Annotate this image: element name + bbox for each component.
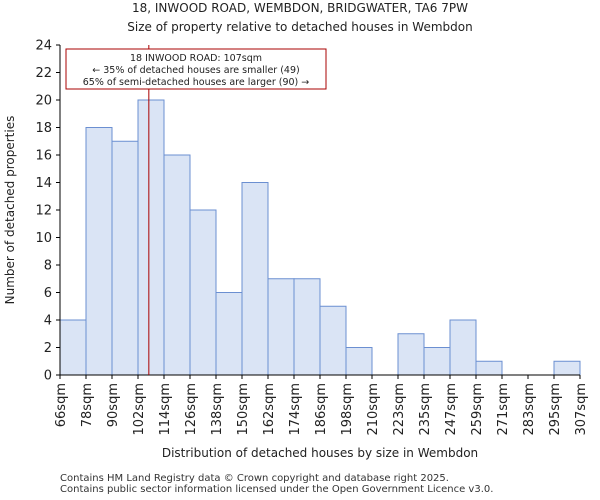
y-tick-label: 12 (35, 204, 52, 219)
annotation-line-3: 65% of semi-detached houses are larger (… (83, 77, 310, 88)
x-tick-label: 295sqm (548, 383, 563, 436)
x-tick-label: 138sqm (210, 383, 225, 436)
x-tick-label: 271sqm (496, 383, 511, 436)
x-tick-label: 247sqm (444, 383, 459, 436)
bar-247sqm (449, 319, 477, 376)
bar-235sqm (423, 347, 451, 376)
x-axis-label: Distribution of detached houses by size … (162, 446, 478, 460)
y-tick-label: 4 (44, 314, 52, 329)
y-tick-label: 14 (35, 176, 52, 191)
x-tick-label: 150sqm (236, 383, 251, 436)
x-tick-label: 198sqm (340, 383, 355, 436)
x-tick-label: 126sqm (184, 383, 199, 436)
x-tick-label: 283sqm (522, 383, 537, 436)
bar-162sqm (267, 278, 295, 376)
bar-78sqm (85, 127, 113, 376)
y-tick-label: 16 (35, 149, 52, 164)
footer-licence: Contains public sector information licen… (60, 484, 494, 495)
y-tick-label: 20 (35, 94, 52, 109)
y-tick-label: 22 (35, 66, 52, 81)
bar-259sqm (475, 360, 503, 376)
x-tick-label: 186sqm (314, 383, 329, 436)
bar-186sqm (319, 305, 347, 376)
annotation-box (65, 48, 327, 90)
bar-138sqm (215, 292, 243, 376)
x-tick-label: 114sqm (158, 383, 173, 436)
bar-295sqm (553, 360, 581, 376)
x-tick-label: 90sqm (106, 383, 121, 427)
y-tick-label: 18 (35, 121, 52, 136)
x-tick-label: 78sqm (80, 383, 95, 427)
bar-90sqm (111, 140, 139, 376)
bar-102sqm (137, 99, 165, 376)
histogram-chart: 18, INWOOD ROAD, WEMBDON, BRIDGWATER, TA… (3, 1, 589, 460)
y-tick-label: 8 (44, 259, 52, 274)
bar-150sqm (241, 182, 269, 376)
x-tick-label: 210sqm (366, 383, 381, 436)
y-tick-label: 24 (35, 39, 52, 54)
bar-66sqm (59, 319, 87, 376)
annotation-line-1: 18 INWOOD ROAD: 107sqm (130, 53, 262, 64)
bar-223sqm (397, 333, 425, 376)
bar-174sqm (293, 278, 321, 376)
annotation-line-2: ← 35% of detached houses are smaller (49… (92, 65, 299, 76)
chart-subtitle: Size of property relative to detached ho… (127, 20, 472, 34)
footer-copyright: Contains HM Land Registry data © Crown c… (60, 473, 449, 484)
x-tick-label: 307sqm (574, 383, 589, 436)
chart-title: 18, INWOOD ROAD, WEMBDON, BRIDGWATER, TA… (132, 1, 468, 15)
axes (56, 44, 581, 379)
x-tick-label: 102sqm (132, 383, 147, 436)
bar-198sqm (345, 347, 373, 376)
y-tick-label: 10 (35, 231, 52, 246)
y-tick-label: 6 (44, 286, 52, 301)
x-tick-label: 259sqm (470, 383, 485, 436)
bars (59, 99, 581, 376)
bar-114sqm (163, 154, 191, 376)
x-tick-label: 66sqm (54, 383, 69, 427)
y-tick-label: 0 (44, 369, 52, 384)
x-tick-label: 174sqm (288, 383, 303, 436)
x-tick-label: 223sqm (392, 383, 407, 436)
y-axis-label: Number of detached properties (3, 116, 17, 305)
x-tick-label: 162sqm (262, 383, 277, 436)
y-tick-label: 2 (44, 341, 52, 356)
bar-126sqm (189, 209, 217, 376)
property-marker: 18 INWOOD ROAD: 107sqm← 35% of detached … (65, 45, 327, 375)
x-tick-label: 235sqm (418, 383, 433, 436)
